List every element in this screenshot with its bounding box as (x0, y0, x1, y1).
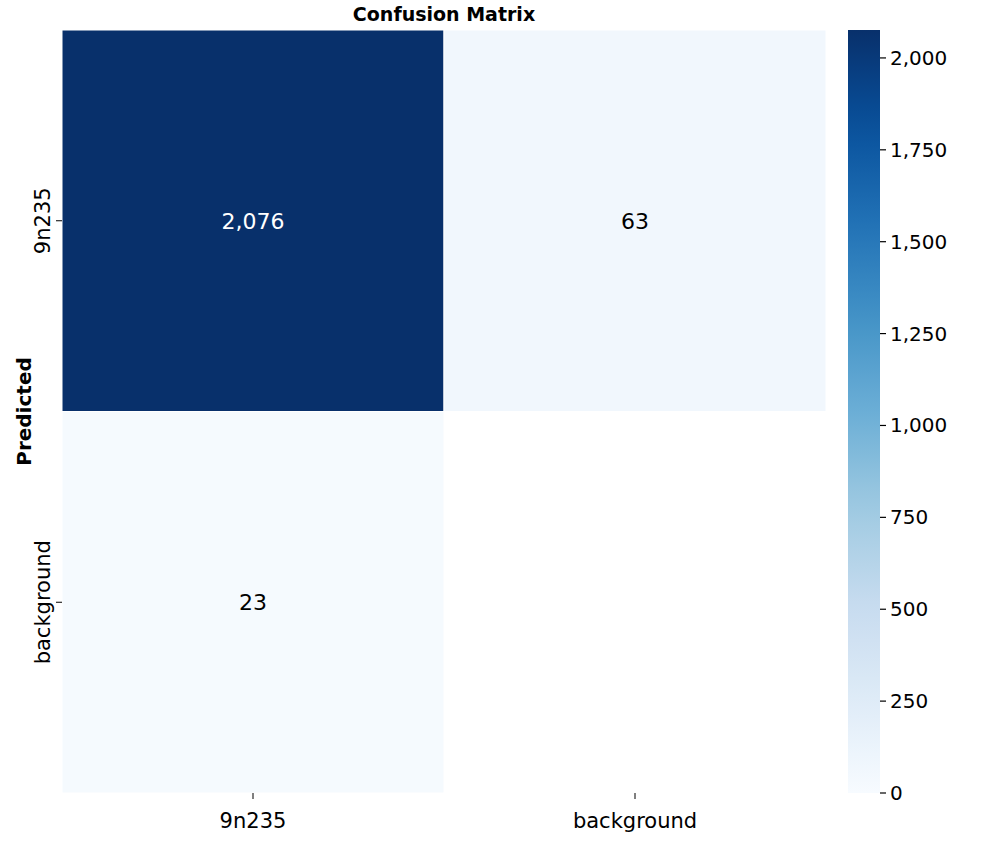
cell (444, 30, 826, 412)
colorbar-tick (880, 425, 886, 426)
colorbar-tick (880, 149, 886, 150)
colorbar-tick (880, 517, 886, 518)
cell (62, 412, 444, 794)
y-tick-label: background (31, 540, 55, 664)
colorbar-tick (880, 57, 886, 58)
colorbar-tick (880, 241, 886, 242)
cell (62, 30, 444, 412)
cell-label: 63 (621, 209, 649, 234)
colorbar-tick-label: 1,000 (890, 413, 947, 437)
x-tick-label: 9n235 (220, 809, 287, 833)
colorbar-tick-label: 250 (890, 689, 928, 713)
colorbar-tick-label: 1,750 (890, 138, 947, 162)
colorbar-tick-label: 0 (890, 781, 903, 805)
title: Confusion Matrix (353, 3, 535, 25)
cell-label: 2,076 (222, 209, 285, 234)
chart: Confusion Matrix 2,076 63 23 9n235 background… (0, 0, 1000, 847)
x-tick (635, 793, 636, 799)
colorbar-tick-label: 2,000 (890, 46, 947, 70)
colorbar-tick-label: 500 (890, 597, 928, 621)
colorbar-tick-label: 750 (890, 505, 928, 529)
y-tick-label: 9n235 (31, 187, 55, 254)
cell-label: 23 (239, 590, 267, 615)
y-tick (56, 220, 62, 221)
cells (62, 30, 826, 793)
colorbar-tick-label: 1,500 (890, 230, 947, 254)
colorbar-tick-label: 1,250 (890, 322, 947, 346)
colorbar-tick (880, 701, 886, 702)
y-axis-label: Predicted (12, 357, 36, 466)
x-tick-label: background (573, 809, 697, 833)
colorbar-tick (880, 333, 886, 334)
colorbar-tick (880, 609, 886, 610)
x-tick (253, 793, 254, 799)
colorbar-tick (880, 792, 886, 793)
y-tick (56, 602, 62, 603)
colorbar (848, 30, 880, 793)
